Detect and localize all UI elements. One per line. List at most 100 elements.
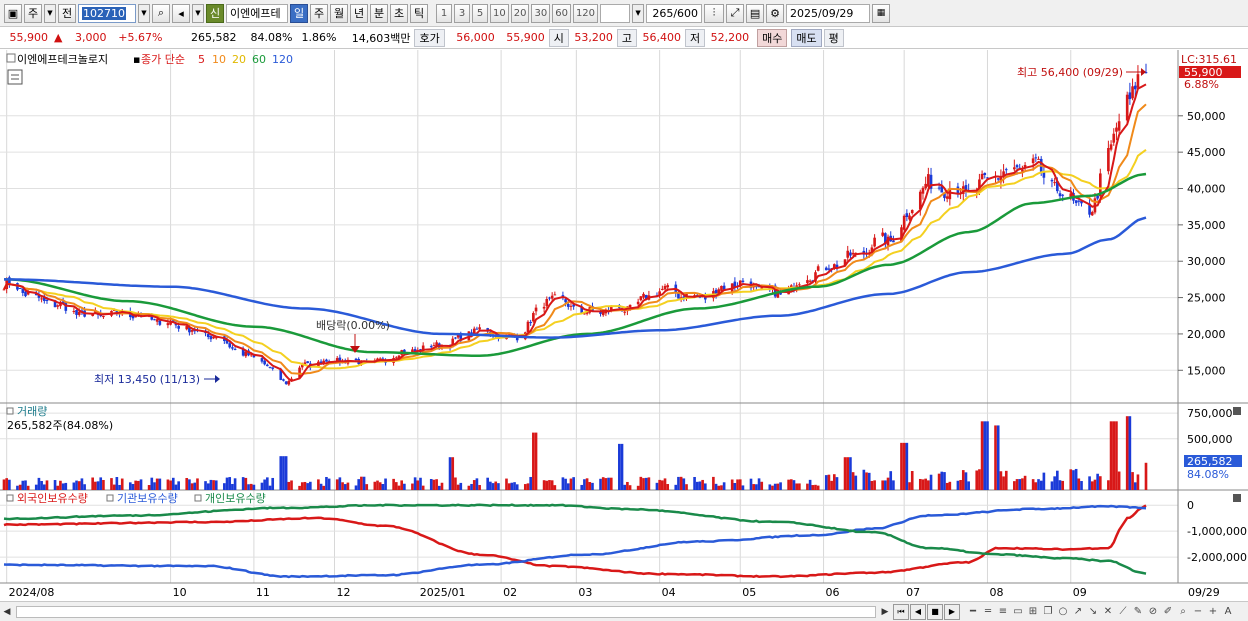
interval-dropdown-icon[interactable]: ▼ <box>632 3 645 23</box>
volume-bar <box>1074 468 1078 490</box>
speaker-icon[interactable]: ◂ <box>172 3 190 23</box>
volume-bar <box>999 471 1003 490</box>
toolbar: ▣ 주 ▼ 전 102710 ▼ ⌕ ◂ ▼ 신 이엔에프테 일 주 월 년 분… <box>0 0 1248 27</box>
count-input[interactable]: 265/600 <box>646 3 703 23</box>
text-tool-icon[interactable]: A <box>1224 606 1232 617</box>
calculator-icon[interactable] <box>7 69 23 85</box>
link-tool-icon[interactable]: ⊘ <box>1148 606 1158 617</box>
volume-bar <box>505 478 508 490</box>
interval-3[interactable]: 3 <box>454 3 470 23</box>
pen-tool-icon[interactable]: ✐ <box>1163 606 1173 617</box>
period-month[interactable]: 월 <box>330 3 348 23</box>
line-tool-icon[interactable]: ━ <box>969 606 977 617</box>
market-dropdown-icon[interactable]: ▼ <box>44 3 56 23</box>
hline-tool-icon[interactable]: ═ <box>984 606 992 617</box>
interval-120[interactable]: 120 <box>572 3 599 23</box>
box-tool-icon[interactable]: ▭ <box>1013 606 1023 617</box>
x-tick-label: 2025/01 <box>420 586 466 599</box>
high-price: 56,400 <box>642 31 681 44</box>
channel-tool-icon[interactable]: ≡ <box>998 606 1008 617</box>
copy-tool-icon[interactable]: ❐ <box>1043 606 1053 617</box>
speaker-dropdown-icon[interactable]: ▼ <box>192 3 204 23</box>
price-change-pct: +5.67% <box>118 31 163 44</box>
period-second[interactable]: 초 <box>390 3 408 23</box>
volume-bar <box>892 480 895 490</box>
code-dropdown-icon[interactable]: ▼ <box>138 3 150 23</box>
stop-icon[interactable]: ■ <box>927 603 943 620</box>
x-tick-label: 04 <box>662 586 676 599</box>
calendar-icon[interactable]: ▦ <box>872 3 891 23</box>
volume-bar <box>854 475 858 490</box>
sell-button[interactable]: 매도 <box>791 28 822 47</box>
gear-icon[interactable]: ⚙ <box>766 3 785 23</box>
arrow-up-tool-icon[interactable]: ↗ <box>1073 606 1083 617</box>
period-year[interactable]: 년 <box>350 3 368 23</box>
volume-bar <box>40 481 43 490</box>
chart-area[interactable]: 2024/08 10 11 12 2025/01 02 03 04 05 06 07 08 09 09/2… <box>0 50 1248 601</box>
draw-tool-icon[interactable]: ⤢ <box>726 3 745 23</box>
volume-bar <box>927 480 930 490</box>
holdings-panel-close-icon[interactable] <box>1233 494 1241 502</box>
volume-bar <box>787 479 790 490</box>
circle-tool-icon[interactable]: ○ <box>1058 606 1068 617</box>
period-day[interactable]: 일 <box>290 3 308 23</box>
candle-body <box>693 295 696 297</box>
period-tick[interactable]: 틱 <box>410 3 428 23</box>
stock-code-input[interactable]: 102710 <box>78 3 136 23</box>
volume-bar <box>701 479 704 490</box>
interval-custom-input[interactable] <box>600 3 631 23</box>
shin-button[interactable]: 신 <box>206 3 224 23</box>
stock-name-field[interactable]: 이엔에프테 <box>226 3 288 23</box>
zoom-out-icon[interactable]: − <box>1193 606 1203 617</box>
volume-bar <box>795 483 798 490</box>
fib-tool-icon[interactable]: ⊞ <box>1028 606 1038 617</box>
candle-body <box>636 301 640 305</box>
prev-page-icon[interactable]: ◀ <box>910 603 926 620</box>
prev-button[interactable]: 전 <box>58 3 76 23</box>
candle-body <box>741 280 745 282</box>
volume-bar <box>661 480 664 490</box>
volume-bar <box>153 482 156 490</box>
market-select[interactable]: 주 <box>24 3 42 23</box>
candle-body <box>902 215 906 230</box>
candle-body <box>279 369 283 380</box>
buy-button[interactable]: 매수 <box>757 28 788 47</box>
volume-bar <box>1058 480 1062 490</box>
volume-panel-close-icon[interactable] <box>1233 407 1241 415</box>
next-page-icon[interactable]: ▶ <box>944 603 960 620</box>
candle-body <box>1023 165 1027 168</box>
volume-bar <box>550 480 554 490</box>
period-minute[interactable]: 분 <box>370 3 388 23</box>
volume-pct-tag: 84.08% <box>1187 468 1229 481</box>
volume-bar <box>478 485 481 490</box>
date-input[interactable]: 2025/09/29 <box>786 3 871 23</box>
period-week[interactable]: 주 <box>310 3 328 23</box>
interval-20[interactable]: 20 <box>510 3 530 23</box>
candle-body <box>8 277 11 285</box>
interval-10[interactable]: 10 <box>490 3 509 23</box>
candle-body <box>515 336 519 341</box>
chart-type-icon[interactable]: ⫶ <box>704 3 725 23</box>
scroll-right-icon[interactable]: ▶ <box>881 606 889 617</box>
first-page-icon[interactable]: ⏮ <box>893 603 909 620</box>
volume-bar <box>34 484 38 490</box>
scroll-left-icon[interactable]: ◀ <box>3 606 11 617</box>
search-icon[interactable]: ⌕ <box>152 3 170 23</box>
interval-1[interactable]: 1 <box>436 3 452 23</box>
horizontal-scrollbar[interactable] <box>16 605 876 618</box>
zoom-in-icon[interactable]: + <box>1208 606 1218 617</box>
volume-bar <box>362 476 366 490</box>
interval-60[interactable]: 60 <box>552 3 571 23</box>
window-icon[interactable]: ▣ <box>4 3 22 23</box>
lc-label: LC:315.61 <box>1181 53 1237 66</box>
candle-body <box>548 297 551 299</box>
cross-tool-icon[interactable]: ✕ <box>1103 606 1113 617</box>
brush-tool-icon[interactable]: ✎ <box>1133 606 1143 617</box>
arrow-down-tool-icon[interactable]: ↘ <box>1088 606 1098 617</box>
interval-30[interactable]: 30 <box>531 3 551 23</box>
interval-5[interactable]: 5 <box>472 3 488 23</box>
trend-tool-icon[interactable]: ⟋ <box>1119 606 1127 617</box>
zoom-icon[interactable]: ⌕ <box>1180 606 1186 617</box>
save-icon[interactable]: ▤ <box>746 3 765 23</box>
eval-button[interactable]: 평 <box>823 28 844 47</box>
